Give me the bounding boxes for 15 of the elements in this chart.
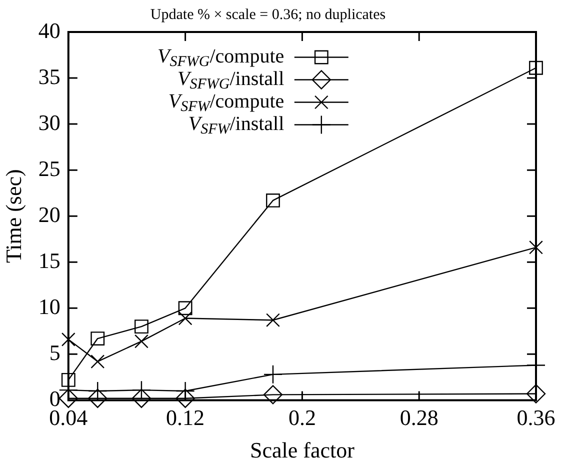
y-axis-title: Time (sec) [0, 169, 26, 264]
chart-title: Update % × scale = 0.36; no duplicates [150, 6, 386, 23]
y-tick-label: 5 [49, 340, 60, 365]
x-tick-label: 0.2 [288, 405, 316, 430]
y-tick-label: 25 [38, 156, 60, 181]
y-tick-label: 35 [38, 64, 60, 89]
x-tick-label: 0.12 [166, 405, 205, 430]
x-axis-title: Scale factor [250, 438, 356, 463]
y-tick-label: 20 [38, 202, 60, 227]
x-tick-label: 0.28 [400, 405, 438, 430]
y-tick-label: 40 [38, 18, 60, 43]
x-tick-label: 0.36 [516, 405, 556, 430]
y-tick-label: 10 [38, 294, 60, 319]
y-tick-label: 30 [38, 110, 60, 135]
y-tick-label: 15 [38, 248, 60, 273]
